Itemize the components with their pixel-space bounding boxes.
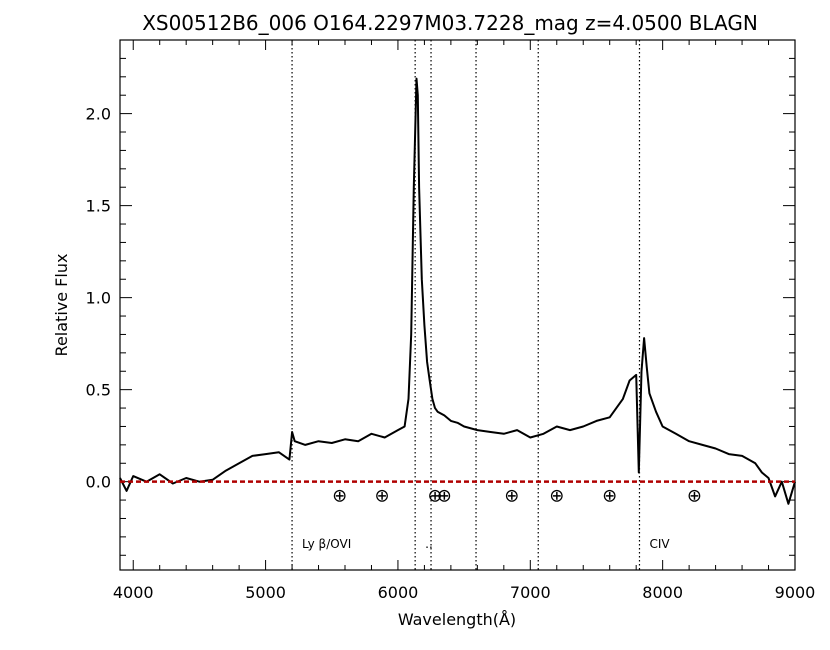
y-tick-label: 0.5 [86,381,111,400]
spectrum-series [119,77,796,505]
x-tick-label: 9000 [775,583,816,602]
telluric-marker: ⊕ [427,486,442,507]
x-axis-title: Wavelength(Å) [398,610,516,629]
plot-frame [119,39,796,571]
spectrum-line [119,77,796,505]
y-tick-label: 1.5 [86,197,111,216]
x-tick-label: 7000 [510,583,551,602]
y-tick-label: 1.0 [86,289,111,308]
telluric-marker: ⊕ [437,486,452,507]
y-axis: 0.0 0.5 1.0 1.5 2.0 [86,57,795,556]
telluric-markers: ⊕ ⊕ ⊕⊕ ⊕ ⊕ ⊕ ⊕ [332,486,702,507]
y-axis-title: Relative Flux [52,254,71,357]
y-tick-label: 0.0 [86,473,111,492]
x-tick-label: 4000 [113,583,154,602]
telluric-marker: ⊕ [549,486,564,507]
x-tick-label: 5000 [245,583,286,602]
telluric-marker: ⊕ [332,486,347,507]
x-tick-label: 6000 [378,583,419,602]
telluric-marker: ⊕ [602,486,617,507]
emission-line-label: Ly β/OVI [302,537,351,551]
emission-line-label: .. [425,537,433,551]
chart-title: XS00512B6_006 O164.2297M03.7228_mag z=4.… [142,11,758,35]
telluric-marker: ⊕ [687,486,702,507]
emission-line-label: CIV [649,537,670,551]
x-axis: 4000 5000 6000 7000 8000 9000 [113,40,815,602]
x-tick-label: 8000 [642,583,683,602]
telluric-marker: ⊕ [375,486,390,507]
y-tick-label: 2.0 [86,105,111,124]
telluric-marker: ⊕ [504,486,519,507]
